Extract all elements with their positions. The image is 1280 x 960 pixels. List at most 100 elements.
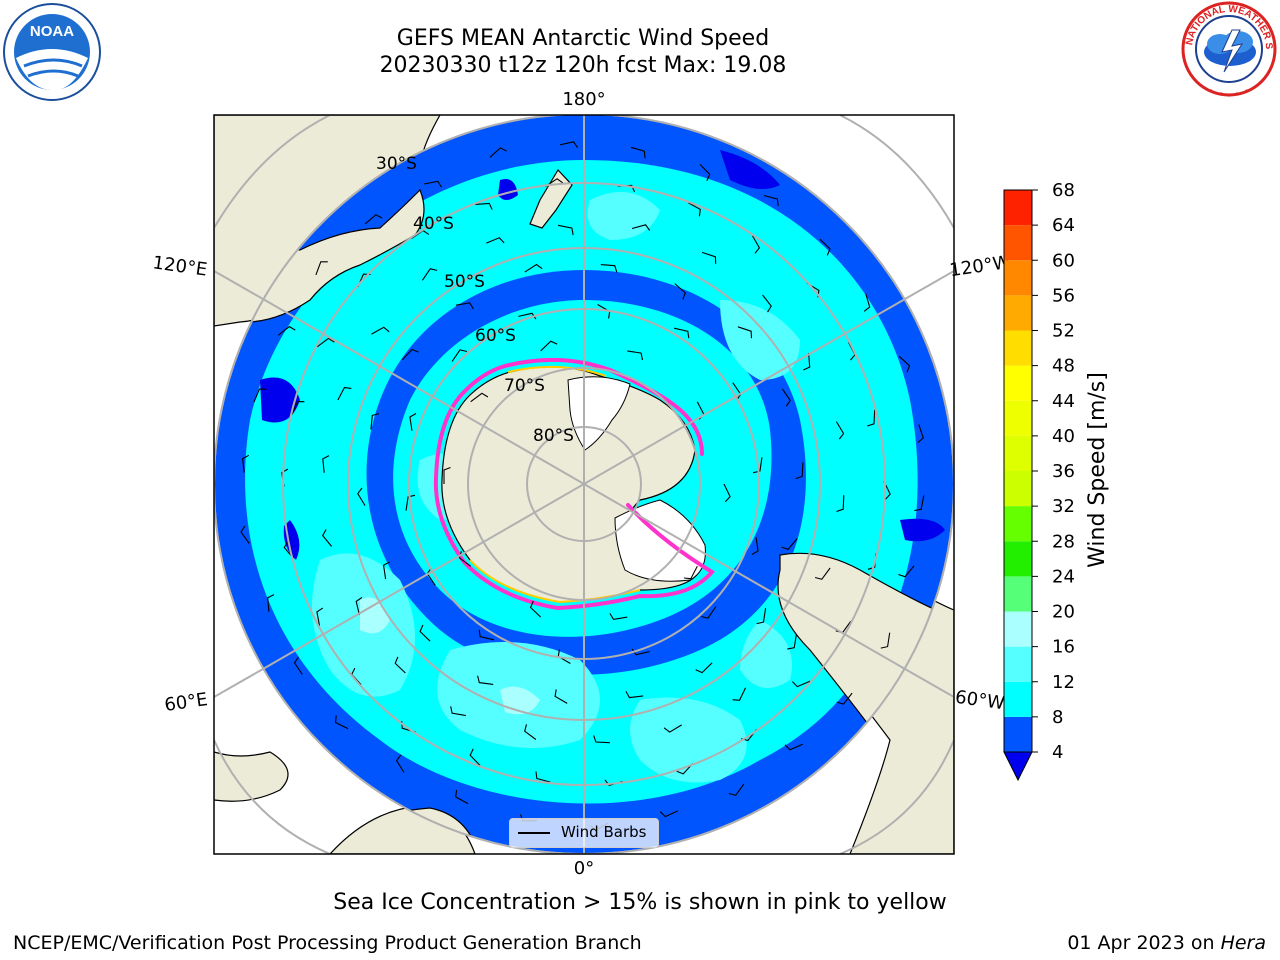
credit-text: NCEP/EMC/Verification Post Processing Pr… [13,932,642,954]
wind-barbs [240,141,925,831]
wind-barb [737,326,753,339]
lat-label-50s: 50°S [444,272,485,292]
colorbar-tick-label: 16 [1052,637,1075,658]
wind-barb [898,565,915,578]
colorbar-segment [1004,471,1032,507]
lat-label-40s: 40°S [413,214,454,234]
wind-barb [486,237,505,244]
wind-barb [355,596,363,616]
colorbar-tick-label: 12 [1052,672,1075,693]
wind-barb [751,235,761,254]
graticule [214,115,954,854]
wind-barb [627,350,644,361]
wind-barb [863,293,871,312]
colorbar-tick-label: 24 [1052,566,1075,587]
wind-barb [291,401,305,415]
wind-barb [443,466,451,484]
wind-barb [357,487,366,506]
colorbar-tick-label: 56 [1052,285,1075,306]
date-text: 01 Apr 2023 on [1067,932,1221,954]
wind-barb [803,352,811,371]
noaa-wordmark: NOAA [30,23,74,40]
wind-barb [752,457,763,474]
wind-barb [364,214,383,225]
wind-barb [316,337,335,348]
wind-barb [423,180,443,188]
colorbar-tick-label: 68 [1052,180,1075,201]
wind-barb [458,551,472,567]
wind-barb [609,613,628,621]
wind-barb [814,567,831,580]
wind-barb [316,607,324,626]
wind-barb [478,629,495,641]
wind-barb [663,724,682,733]
wind-barb [370,413,380,430]
wind-barb [836,495,845,513]
wind-barb [315,261,328,276]
wind-barb [883,481,891,500]
wind-barb [477,675,494,685]
wind-barb [409,413,417,431]
wind-barb [489,147,507,158]
nws-logo: NATIONAL WEATHER SERVICE [1178,0,1277,97]
colorbar-segment [1004,646,1032,682]
colorbar-segment [1004,716,1032,752]
wind-barb [421,268,438,281]
wind-barb [819,238,831,256]
meridians-outside [214,270,954,698]
lon-label-120e: 120°E [151,252,208,280]
lon-label-120w: 120°W [948,252,1012,281]
colorbar-tick-label: 32 [1052,496,1075,517]
colorbar-tick-label: 36 [1052,461,1075,482]
colorbar-tick-label: 20 [1052,602,1075,623]
wind-barb [559,141,578,148]
wind-barb [732,687,747,701]
wind-barb [676,763,694,775]
noaa-logo: NOAA [3,3,101,101]
wind-barb [554,689,568,704]
wind-barb [524,724,537,740]
wind-barb [253,388,267,403]
wind-barb [600,264,618,273]
wind-barb [283,541,294,559]
wind-barb [371,326,390,335]
wind-barb [450,706,466,717]
lat-label-80s: 80°S [533,426,574,446]
wind-barb [787,633,798,650]
colorbar-tick-label: 64 [1052,215,1075,236]
wind-barb [683,566,698,580]
lon-label-180: 180° [562,89,605,110]
wind-barb [625,691,644,699]
wind-barb [395,754,405,773]
wind-barb [419,624,431,642]
wind-barb [455,302,474,310]
wind-barb [835,421,845,440]
wind-barb [836,692,853,705]
wind-barb [631,648,650,656]
wind-barb [695,662,713,674]
colorbar-segment [1004,330,1032,366]
colorbar-tick-label: 60 [1052,250,1075,271]
wind-barb [277,325,296,336]
wind-barb [867,409,876,427]
colorbar-segment [1004,190,1032,226]
colorbar-label: Wind Speed [m/s] [1085,372,1110,568]
wind-barb [898,355,911,373]
wind-barb [751,537,759,555]
colorbar-tick-label: 8 [1052,707,1063,728]
wind-barb [529,600,542,618]
colorbar-segment [1004,435,1032,471]
wind-barb [795,462,804,480]
wind-barb [293,656,303,675]
lon-label-60w: 60°W [954,687,1006,715]
colorbar-segment [1004,225,1032,261]
wind-barb [674,283,686,300]
legend-label: Wind Barbs [561,823,647,841]
wind-barb [337,387,352,401]
colorbar-segment [1004,400,1032,436]
lat-label-60s: 60°S [475,326,516,346]
wind-barb [240,525,250,544]
wind-barb [781,388,791,407]
lat-label-70s: 70°S [504,376,545,396]
